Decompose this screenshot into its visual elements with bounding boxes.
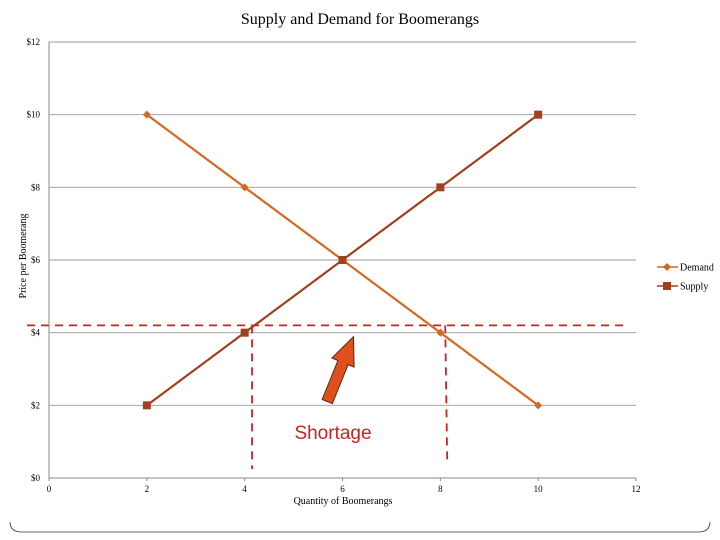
x-tick-label: 8 [438,484,443,494]
x-axis-label: Quantity of Boomerangs [294,496,393,507]
annotation-layer: Shortage [27,324,624,469]
x-tick-label: 10 [534,484,544,494]
x-tick-label: 2 [145,484,150,494]
supply-point [240,328,249,337]
chart-title: Supply and Demand for Boomerangs [241,11,479,28]
y-tick-label: $0 [31,473,41,483]
y-tick-label: $8 [31,182,41,192]
supply-point [338,256,347,264]
x-tick-label: 4 [242,484,247,494]
supply-point [142,401,151,410]
demand-legend-label: Demand [680,263,714,274]
axes [48,42,637,481]
frame-corner [9,521,711,533]
demand-point [436,328,445,337]
supply-legend-label: Supply [680,282,708,293]
y-tick-label: $12 [27,37,41,47]
supply-series [142,110,543,410]
demand-point [240,183,249,192]
y-axis-label: Price per Boomerang [18,214,29,299]
supply-legend-marker [663,282,671,290]
x-tick-labels: 0 2 4 6 8 10 12 [47,484,641,494]
y-tick-labels: $0 $2 $4 $6 $8 $10 $12 [27,37,41,483]
x-tick-label: 6 [340,484,345,494]
x-tick-label: 0 [47,484,52,494]
y-tick-label: $2 [31,400,40,410]
y-tick-label: $4 [31,328,41,338]
shortage-arrow [321,335,355,405]
supply-point [534,110,543,119]
demand-legend-marker [663,263,671,271]
y-tick-label: $10 [27,110,41,120]
y-tick-label: $6 [31,255,41,265]
series-layer [142,110,543,410]
legend: Demand Supply [657,263,714,293]
demand-point [142,110,151,119]
shortage-label: Shortage [294,423,371,444]
demand-point [534,401,543,410]
quantity-demanded-drop-line [444,325,449,464]
supply-point [436,183,445,192]
x-tick-label: 12 [632,484,641,494]
